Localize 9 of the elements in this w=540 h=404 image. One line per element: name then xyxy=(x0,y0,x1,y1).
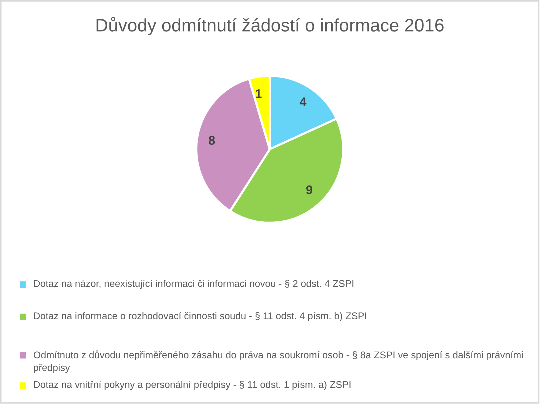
data-label: 9 xyxy=(306,186,313,194)
legend-label: Dotaz na informace o rozhodovací činnosti soudu - § 11 odst. 4 písm. b) ZSPI xyxy=(34,312,366,322)
data-label: 8 xyxy=(208,136,216,145)
legend-label: Odmítnuto z důvodu nepřiměřeného zásahu do práva na soukromí osob - § 8a ZSPI ve spojení s dalšími právními předpisy xyxy=(34,350,523,374)
legend-label: Dotaz na vnitřní pokyny a personální předpisy - § 11 odst. 1 písm. a) ZSPI xyxy=(34,380,351,390)
legend-label: Dotaz na názor, neexistující informaci či informaci novou - § 2 odst. 4 ZSPI xyxy=(34,280,354,290)
data-label: 4 xyxy=(300,98,307,106)
data-label: 1 xyxy=(256,90,262,98)
chart-title: Důvody odmítnutí žádostí o informace 2016 xyxy=(96,17,444,36)
